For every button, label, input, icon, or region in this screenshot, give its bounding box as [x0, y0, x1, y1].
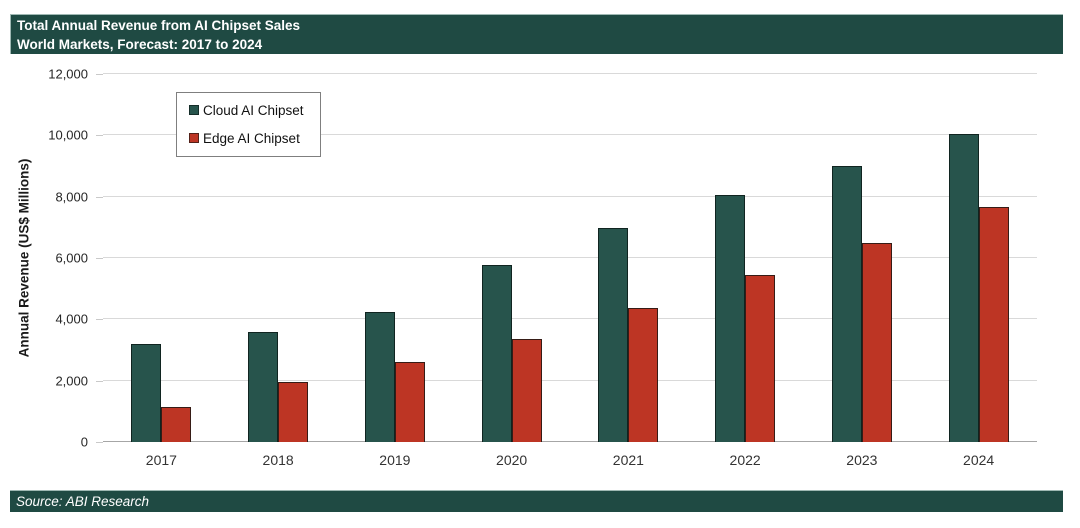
y-tick-mark: [96, 319, 103, 321]
x-axis-line: [103, 441, 1037, 442]
y-tick-label: 6,000: [55, 250, 88, 266]
gridline-6000: [103, 257, 1037, 258]
edge-series-swatch-icon: [189, 133, 199, 143]
y-tick-label: 0: [80, 434, 88, 450]
chart-title: Total Annual Revenue from AI Chipset Sal…: [17, 18, 301, 33]
bar-edge-2024: [978, 207, 1009, 442]
legend-label-edge: Edge AI Chipset: [203, 130, 300, 146]
bar-cloud-2023: [831, 166, 862, 442]
y-tick-label: 8,000: [55, 189, 88, 205]
gridline-4000: [103, 318, 1037, 320]
bar-edge-2023: [861, 242, 892, 442]
y-tick-label: 10,000: [48, 127, 88, 143]
x-tick-label-2022: 2022: [729, 452, 761, 468]
x-tick-label-2018: 2018: [262, 452, 294, 468]
legend-item-edge: Edge AI Chipset: [189, 129, 304, 147]
legend-label-cloud: Cloud AI Chipset: [203, 102, 304, 118]
gridline-2000: [103, 379, 1037, 381]
gridline-12000: [103, 73, 1037, 74]
bar-cloud-2021: [598, 228, 629, 442]
bar-cloud-2017: [131, 343, 162, 442]
chart-subtitle: World Markets, Forecast: 2017 to 2024: [17, 37, 263, 52]
source-bar: Source: ABI Research: [10, 490, 1063, 512]
x-tick-label-2023: 2023: [846, 452, 878, 468]
bar-cloud-2020: [481, 264, 512, 442]
y-tick-mark: [96, 442, 103, 443]
y-tick-mark: [96, 196, 103, 198]
bar-edge-2021: [628, 307, 659, 442]
bar-cloud-2024: [948, 133, 979, 442]
y-axis-title: Annual Revenue (US$ Millions): [16, 158, 32, 358]
gridline-10000: [103, 134, 1037, 136]
y-tick-label: 4,000: [55, 311, 88, 327]
x-tick-label-2024: 2024: [963, 452, 995, 468]
bar-edge-2019: [394, 361, 425, 442]
legend: Cloud AI Chipset Edge AI Chipset: [176, 92, 321, 157]
y-tick-mark: [96, 380, 103, 382]
plot-area: [103, 73, 1037, 442]
source-text: Source: ABI Research: [16, 494, 150, 509]
x-tick-label-2017: 2017: [145, 452, 177, 468]
bar-edge-2022: [745, 274, 776, 442]
y-tick-mark: [96, 258, 103, 259]
bar-cloud-2022: [715, 195, 746, 442]
chart-header: Total Annual Revenue from AI Chipset Sal…: [10, 14, 1063, 54]
gridline-8000: [103, 195, 1037, 197]
bar-cloud-2019: [364, 311, 395, 442]
legend-item-cloud: Cloud AI Chipset: [189, 101, 304, 119]
y-tick-label: 2,000: [55, 373, 88, 389]
y-tick-mark: [96, 135, 103, 137]
cloud-series-swatch-icon: [189, 105, 199, 115]
x-tick-label-2020: 2020: [496, 452, 528, 468]
y-tick-mark: [96, 74, 103, 75]
bar-cloud-2018: [248, 331, 279, 442]
y-tick-label: 12,000: [48, 66, 88, 82]
x-tick-label-2021: 2021: [612, 452, 644, 468]
bar-edge-2017: [161, 406, 192, 442]
bar-edge-2020: [511, 339, 542, 442]
x-tick-label-2019: 2019: [379, 452, 411, 468]
bar-edge-2018: [278, 382, 309, 442]
